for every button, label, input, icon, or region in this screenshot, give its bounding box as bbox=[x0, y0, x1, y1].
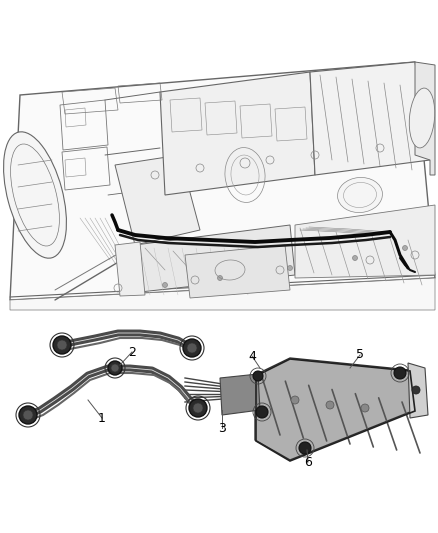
Text: 2: 2 bbox=[128, 345, 136, 359]
Circle shape bbox=[291, 396, 299, 404]
Circle shape bbox=[218, 276, 223, 280]
Ellipse shape bbox=[4, 132, 67, 258]
Circle shape bbox=[394, 367, 406, 379]
Circle shape bbox=[403, 246, 407, 251]
Circle shape bbox=[108, 361, 122, 375]
Circle shape bbox=[57, 340, 67, 350]
Polygon shape bbox=[295, 205, 435, 278]
Ellipse shape bbox=[338, 177, 382, 213]
Circle shape bbox=[287, 265, 293, 271]
Polygon shape bbox=[408, 363, 428, 418]
Text: 6: 6 bbox=[304, 456, 312, 469]
Circle shape bbox=[187, 343, 197, 353]
Text: 3: 3 bbox=[218, 422, 226, 434]
Text: 5: 5 bbox=[356, 349, 364, 361]
Polygon shape bbox=[160, 72, 315, 195]
Circle shape bbox=[326, 401, 334, 409]
Circle shape bbox=[189, 399, 207, 417]
Circle shape bbox=[193, 403, 203, 413]
Circle shape bbox=[23, 410, 33, 420]
Polygon shape bbox=[220, 374, 260, 415]
Circle shape bbox=[183, 339, 201, 357]
Text: 4: 4 bbox=[248, 350, 256, 362]
Polygon shape bbox=[115, 242, 145, 296]
Ellipse shape bbox=[409, 88, 435, 148]
Polygon shape bbox=[10, 62, 435, 300]
Circle shape bbox=[53, 336, 71, 354]
Text: 1: 1 bbox=[98, 411, 106, 424]
Polygon shape bbox=[10, 278, 435, 310]
Circle shape bbox=[361, 404, 369, 412]
Polygon shape bbox=[310, 62, 430, 175]
Polygon shape bbox=[185, 245, 290, 298]
Circle shape bbox=[256, 406, 268, 418]
Polygon shape bbox=[255, 358, 415, 460]
Polygon shape bbox=[135, 225, 295, 292]
Circle shape bbox=[19, 406, 37, 424]
Circle shape bbox=[162, 282, 167, 287]
Circle shape bbox=[412, 386, 420, 394]
Circle shape bbox=[353, 255, 357, 261]
Circle shape bbox=[253, 371, 263, 381]
Polygon shape bbox=[415, 62, 435, 175]
Polygon shape bbox=[115, 155, 200, 245]
Circle shape bbox=[111, 364, 119, 372]
Circle shape bbox=[299, 442, 311, 454]
